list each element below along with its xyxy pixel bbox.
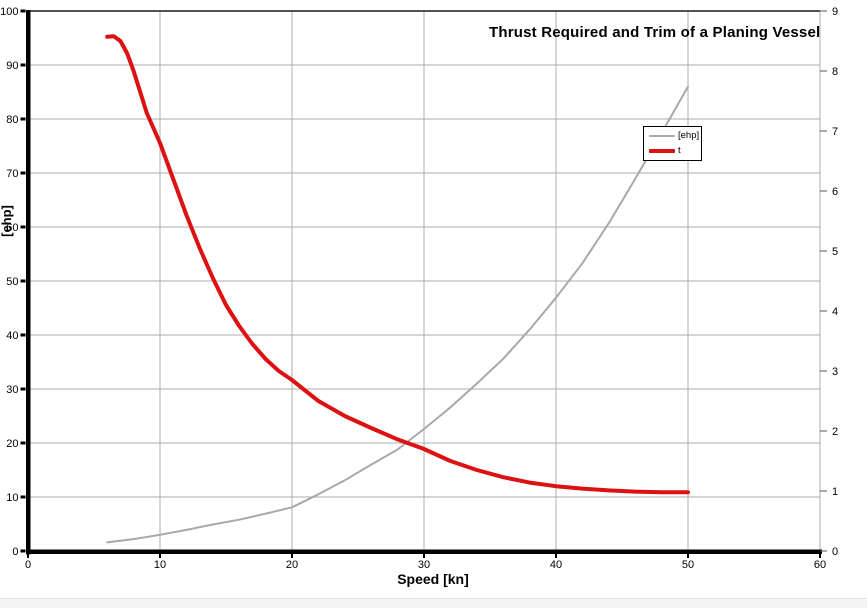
x-axis-tick [687, 554, 689, 558]
y-axis-left-tick-label: 90 [6, 60, 18, 72]
y-axis-left-tick-label: 60 [6, 222, 18, 234]
legend-entry-ehp: [ehp] [649, 131, 701, 141]
y-axis-right-tick-label: 7 [832, 126, 838, 138]
y-axis-left-tick-label: 40 [6, 330, 18, 342]
legend-line-t [649, 148, 675, 153]
legend-label-ehp: [ehp] [678, 130, 700, 142]
y-axis-right-tick-label: 0 [832, 546, 838, 558]
x-axis-tick-label: 40 [550, 559, 562, 571]
y-axis-left-tick-label: 10 [6, 492, 18, 504]
y-axis-right-tick-label: 4 [832, 306, 838, 318]
y-axis-left-tick-label: 30 [6, 384, 18, 396]
y-axis-right-tick-label: 6 [832, 186, 838, 198]
x-axis-line [26, 549, 822, 554]
legend-label-t: t [678, 144, 681, 156]
legend-line-ehp [649, 135, 675, 138]
y-axis-left-tick-label: 0 [12, 546, 18, 558]
chart-title: Thrust Required and Trim of a Planing Ve… [489, 24, 821, 41]
y-axis-left-tick-label: 100 [0, 6, 18, 18]
y-axis-left-tick [20, 9, 26, 13]
y-axis-left-tick [20, 63, 26, 67]
x-axis-tick-label: 20 [286, 559, 298, 571]
y-axis-right-tick-label: 5 [832, 246, 838, 258]
y-axis-left-tick-label: 20 [6, 438, 18, 450]
legend-entry-t: t [649, 144, 701, 156]
x-axis-tick [555, 554, 557, 558]
x-axis-tick [159, 554, 161, 558]
x-axis-tick-label: 60 [814, 559, 826, 571]
y-axis-left-tick [20, 441, 26, 445]
y-axis-left-tick [20, 333, 26, 337]
y-axis-left-tick [20, 495, 26, 499]
y-axis-label: [ehp] [0, 205, 14, 237]
x-axis-tick-label: 10 [154, 559, 166, 571]
y-axis-right-tick-label: 2 [832, 426, 838, 438]
x-axis-tick-label: 50 [682, 559, 694, 571]
y-axis-left-tick [20, 117, 26, 121]
y-axis-left-tick-label: 50 [6, 276, 18, 288]
y-axis-right-tick-label: 1 [832, 486, 838, 498]
x-axis-label: Speed [kn] [397, 571, 469, 587]
x-axis-tick-label: 0 [25, 559, 31, 571]
y-axis-left-tick [20, 387, 26, 391]
series-line-trim [105, 34, 690, 495]
legend: [ehp] t [643, 126, 702, 161]
x-axis-tick [291, 554, 293, 558]
y-axis-left-tick [20, 279, 26, 283]
x-axis-tick-label: 30 [418, 559, 430, 571]
y-axis-right-tick-label: 3 [832, 366, 838, 378]
y-axis-left-tick [20, 171, 26, 175]
window-edge-strip [0, 598, 867, 608]
y-axis-left-tick [20, 549, 26, 553]
y-axis-left-tick [20, 225, 26, 229]
y-axis-left-tick-label: 70 [6, 168, 18, 180]
y-axis-right-tick-label: 8 [832, 66, 838, 78]
x-axis-tick [423, 554, 425, 558]
y-axis-left-tick-label: 80 [6, 114, 18, 126]
y-axis-line [26, 10, 31, 555]
y-axis-right-tick-label: 9 [832, 6, 838, 18]
x-axis-tick [819, 554, 821, 558]
x-axis-tick [27, 554, 29, 558]
series-line-ehp [106, 85, 689, 544]
